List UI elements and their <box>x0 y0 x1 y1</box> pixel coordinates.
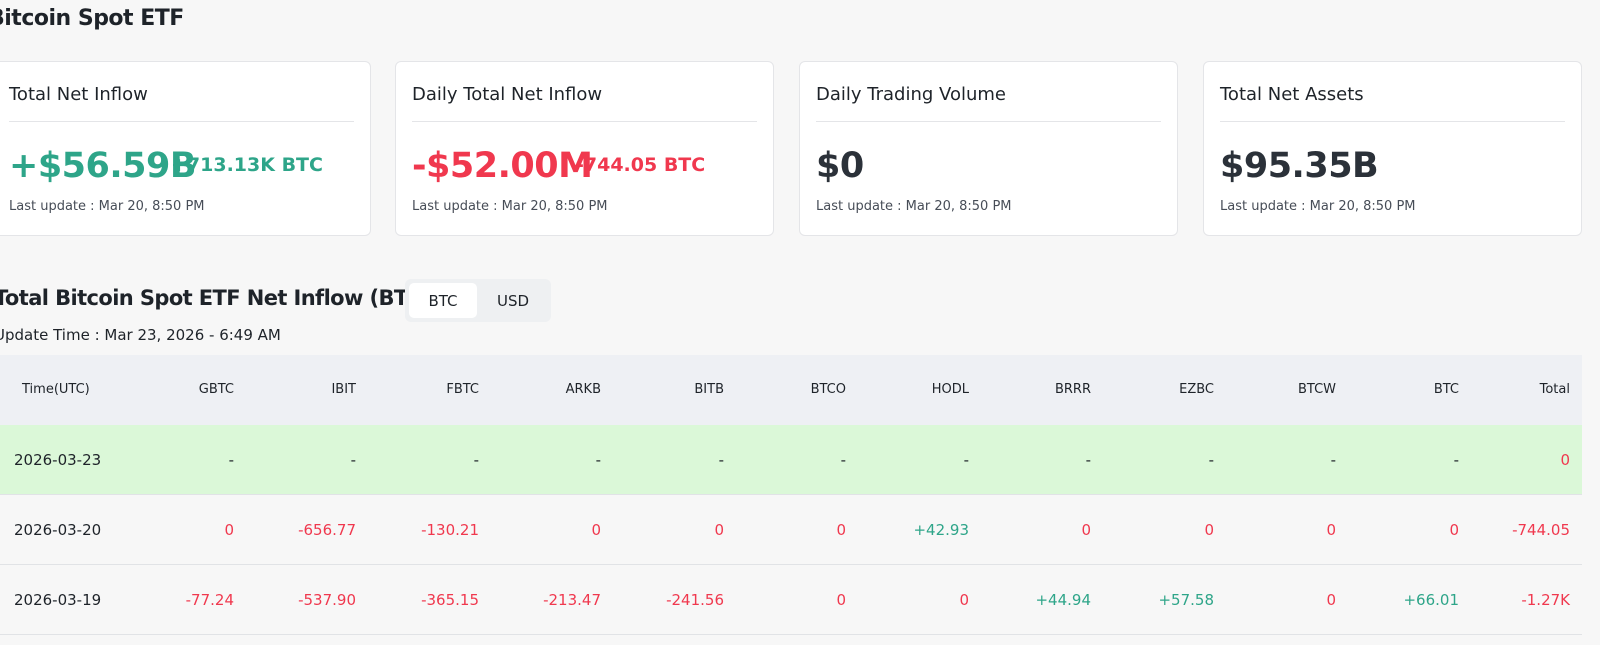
card-last-update: Last update : Mar 20, 8:50 PM <box>816 199 1012 214</box>
card-value: +$56.59B <box>9 146 197 186</box>
column-header-time-utc: Time(UTC) <box>22 382 90 397</box>
cell-bitb: - <box>718 451 724 469</box>
card-divider <box>9 121 354 122</box>
column-header-ezbc: EZBC <box>1179 382 1214 397</box>
card-value: -$52.00M <box>412 146 593 186</box>
cell-arkb: - <box>595 451 601 469</box>
card-divider <box>412 121 757 122</box>
column-header-btcw: BTCW <box>1297 382 1336 397</box>
cell-ibit: -656.77 <box>298 521 356 539</box>
cell-bitb: 0 <box>714 521 724 539</box>
cell-gbtc: 0 <box>224 521 234 539</box>
cell-btco: 0 <box>836 591 846 609</box>
cell-fbtc: - <box>473 451 479 469</box>
cell-gbtc: -77.24 <box>185 591 234 609</box>
card-title: Total Net Inflow <box>9 84 148 105</box>
card-title: Total Net Assets <box>1220 84 1364 105</box>
cell-btcw: 0 <box>1326 591 1336 609</box>
cell-ibit: - <box>350 451 356 469</box>
cell-arkb: 0 <box>591 521 601 539</box>
page-title: Bitcoin Spot ETF <box>0 6 184 31</box>
column-header-hodl: HODL <box>931 382 969 397</box>
column-header-ibit: IBIT <box>331 382 356 397</box>
table-row[interactable]: 2026-03-19 -77.24 -537.90 -365.15 -213.47 -24… <box>0 565 1582 635</box>
card-value: $95.35B <box>1220 146 1379 186</box>
card-daily-total-net-inflow: Daily Total Net Inflow -$52.00M -744.05 … <box>395 61 774 236</box>
toggle-usd-button[interactable]: USD <box>479 283 547 318</box>
toggle-btc-button[interactable]: BTC <box>409 283 477 318</box>
table-header: Time(UTC) GBTC IBIT FBTC ARKB BITB BTCO HODL BRR… <box>0 355 1582 425</box>
card-total-net-inflow: Total Net Inflow +$56.59B +713.13K BTC L… <box>0 61 371 236</box>
cell-arkb: -213.47 <box>543 591 601 609</box>
cell-ezbc: - <box>1208 451 1214 469</box>
cell-ezbc: +57.58 <box>1158 591 1214 609</box>
column-header-gbtc: GBTC <box>198 382 234 397</box>
card-value: $0 <box>816 146 864 186</box>
table-row[interactable]: 2026-03-23 - - - - - - - - - - - 0 <box>0 425 1582 495</box>
cell-brrr: 0 <box>1081 521 1091 539</box>
cell-btcw: - <box>1330 451 1336 469</box>
cell-fbtc: -130.21 <box>421 521 479 539</box>
cell-btc: +66.01 <box>1403 591 1459 609</box>
cell-date: 2026-03-23 <box>14 451 102 469</box>
card-sub-value: -744.05 BTC <box>576 154 706 176</box>
cell-btc: 0 <box>1449 521 1459 539</box>
column-header-brrr: BRRR <box>1054 382 1091 397</box>
card-title: Daily Total Net Inflow <box>412 84 603 105</box>
column-header-btco: BTCO <box>810 382 846 397</box>
cell-date: 2026-03-19 <box>14 591 102 609</box>
cell-ibit: -537.90 <box>298 591 356 609</box>
cell-gbtc: - <box>228 451 234 469</box>
cell-btc: - <box>1453 451 1459 469</box>
cell-fbtc: -365.15 <box>421 591 479 609</box>
column-header-btc: BTC <box>1433 382 1459 397</box>
cell-total: -744.05 <box>1512 521 1570 539</box>
cell-ezbc: 0 <box>1204 521 1214 539</box>
cell-brrr: +44.94 <box>1035 591 1091 609</box>
update-time: Update Time : Mar 23, 2026 - 6:49 AM <box>0 326 281 344</box>
cell-hodl: 0 <box>959 591 969 609</box>
currency-toggle: BTC USD <box>405 279 551 322</box>
column-header-arkb: ARKB <box>565 382 601 397</box>
cell-btco: 0 <box>836 521 846 539</box>
cell-date: 2026-03-20 <box>14 521 102 539</box>
card-divider <box>1220 121 1565 122</box>
card-divider <box>816 121 1161 122</box>
card-daily-trading-volume: Daily Trading Volume $0 Last update : Ma… <box>799 61 1178 236</box>
cell-btco: - <box>840 451 846 469</box>
cell-hodl: - <box>963 451 969 469</box>
card-last-update: Last update : Mar 20, 8:50 PM <box>9 199 205 214</box>
card-last-update: Last update : Mar 20, 8:50 PM <box>412 199 608 214</box>
card-title: Daily Trading Volume <box>816 84 1006 105</box>
cell-btcw: 0 <box>1326 521 1336 539</box>
cell-hodl: +42.93 <box>913 521 969 539</box>
card-sub-value: +713.13K BTC <box>171 154 323 176</box>
cell-total: 0 <box>1560 451 1570 469</box>
column-header-total: Total <box>1539 382 1570 397</box>
column-header-fbtc: FBTC <box>446 382 479 397</box>
cell-brrr: - <box>1085 451 1091 469</box>
table-row[interactable]: 2026-03-20 0 -656.77 -130.21 0 0 0 +42.93 0 0 0 0 -7… <box>0 495 1582 565</box>
cell-bitb: -241.56 <box>666 591 724 609</box>
card-last-update: Last update : Mar 20, 8:50 PM <box>1220 199 1416 214</box>
cell-total: -1.27K <box>1521 591 1570 609</box>
card-total-net-assets: Total Net Assets $95.35B Last update : M… <box>1203 61 1582 236</box>
column-header-bitb: BITB <box>694 382 724 397</box>
section-title: Total Bitcoin Spot ETF Net Inflow (BTC) <box>0 286 432 310</box>
